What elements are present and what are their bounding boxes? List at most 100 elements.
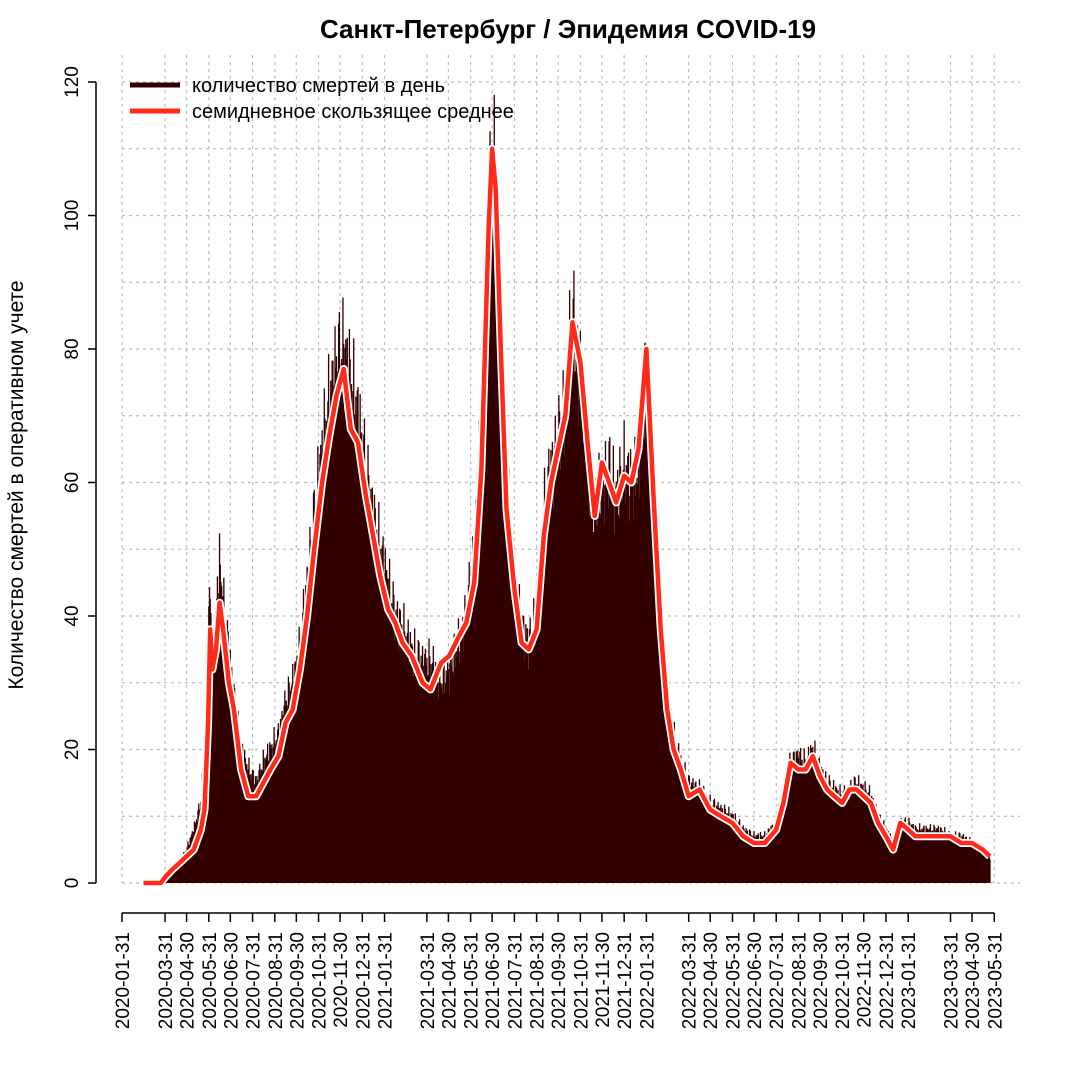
- daily-bar: [829, 780, 831, 883]
- x-tick-label: 2020-06-30: [221, 932, 242, 1029]
- daily-bar: [709, 794, 711, 883]
- daily-bar: [282, 715, 284, 883]
- daily-bar: [603, 524, 605, 883]
- daily-bar: [700, 797, 702, 883]
- daily-bar: [482, 295, 485, 883]
- daily-bar: [469, 593, 472, 883]
- daily-bar: [704, 804, 706, 883]
- daily-bar: [184, 854, 186, 883]
- daily-bar: [974, 848, 977, 883]
- daily-bar: [233, 687, 236, 883]
- daily-bar: [944, 827, 946, 883]
- daily-bar: [372, 534, 374, 883]
- daily-bar: [278, 746, 280, 883]
- daily-bar: [291, 684, 293, 883]
- daily-bar: [799, 751, 801, 883]
- daily-bar: [546, 497, 548, 883]
- daily-bar: [730, 812, 732, 883]
- daily-bar: [597, 490, 599, 883]
- daily-bar: [343, 412, 346, 883]
- daily-bar: [908, 822, 911, 883]
- daily-bar: [551, 466, 553, 883]
- daily-bar: [528, 629, 531, 883]
- x-tick-label: 2021-04-30: [439, 932, 460, 1029]
- daily-bar: [666, 695, 668, 883]
- daily-bar: [702, 792, 704, 883]
- daily-bar: [452, 671, 454, 883]
- daily-bar: [827, 790, 830, 883]
- daily-bar: [247, 769, 249, 883]
- daily-bar: [258, 770, 260, 883]
- daily-bar: [985, 854, 987, 883]
- daily-bar: [633, 457, 635, 883]
- daily-bar: [325, 420, 328, 883]
- daily-bar: [655, 496, 657, 883]
- daily-bar: [653, 531, 655, 883]
- daily-bar: [556, 460, 559, 883]
- daily-bar: [706, 797, 709, 883]
- daily-bar: [822, 775, 825, 883]
- daily-bar: [705, 793, 707, 883]
- daily-bar: [575, 322, 577, 884]
- y-tick-label: 20: [62, 739, 83, 760]
- daily-bar: [401, 645, 404, 883]
- daily-bar: [965, 836, 967, 883]
- daily-bar: [779, 814, 782, 883]
- daily-bar: [811, 750, 813, 883]
- daily-bar: [987, 854, 989, 883]
- daily-bar: [891, 841, 893, 883]
- daily-bar: [508, 515, 511, 883]
- daily-bar: [218, 533, 221, 883]
- daily-bar: [941, 830, 944, 883]
- daily-bar: [804, 774, 807, 883]
- daily-bar: [583, 372, 585, 883]
- x-tick-label: 2022-11-30: [855, 932, 876, 1028]
- daily-bar: [920, 833, 922, 883]
- daily-bar: [592, 532, 594, 883]
- x-tick-label: 2022-08-31: [789, 932, 810, 1029]
- daily-bar: [835, 788, 838, 883]
- daily-bar: [279, 737, 281, 883]
- daily-bar: [232, 709, 234, 883]
- daily-bar: [344, 347, 346, 883]
- daily-bar: [836, 791, 838, 883]
- daily-bar: [764, 831, 766, 883]
- daily-bar: [617, 469, 619, 883]
- daily-bar: [960, 837, 962, 883]
- daily-bar: [377, 545, 379, 883]
- daily-bar: [505, 480, 507, 883]
- daily-bar: [931, 830, 934, 883]
- daily-bar: [667, 687, 669, 883]
- daily-bar: [393, 594, 395, 883]
- daily-bar: [410, 644, 412, 883]
- daily-bar: [414, 658, 417, 883]
- daily-bar: [524, 644, 526, 883]
- daily-bar: [438, 683, 440, 883]
- daily-bar: [835, 786, 837, 883]
- daily-bar: [819, 779, 821, 883]
- daily-bar: [820, 776, 822, 883]
- daily-bar: [234, 714, 236, 883]
- daily-bar: [759, 839, 761, 883]
- daily-bar: [983, 848, 985, 883]
- daily-bar: [598, 452, 600, 883]
- daily-bar: [733, 821, 736, 883]
- daily-bar: [555, 460, 557, 883]
- legend: количество смертей в день семидневное ск…: [130, 75, 514, 123]
- daily-bar: [493, 94, 495, 883]
- daily-bar: [888, 838, 890, 883]
- daily-bar: [806, 760, 808, 883]
- daily-bar: [632, 483, 634, 883]
- daily-bar: [798, 770, 800, 883]
- daily-bar: [716, 805, 718, 883]
- daily-bar: [591, 479, 594, 883]
- daily-bar: [636, 477, 638, 883]
- daily-bar: [324, 418, 326, 883]
- daily-bar: [951, 835, 953, 883]
- daily-bar: [365, 479, 367, 883]
- daily-bar: [385, 570, 387, 883]
- daily-bar: [687, 787, 689, 883]
- daily-bar: [871, 800, 873, 883]
- daily-bar: [773, 831, 775, 883]
- x-tick-label: 2022-07-31: [767, 932, 788, 1029]
